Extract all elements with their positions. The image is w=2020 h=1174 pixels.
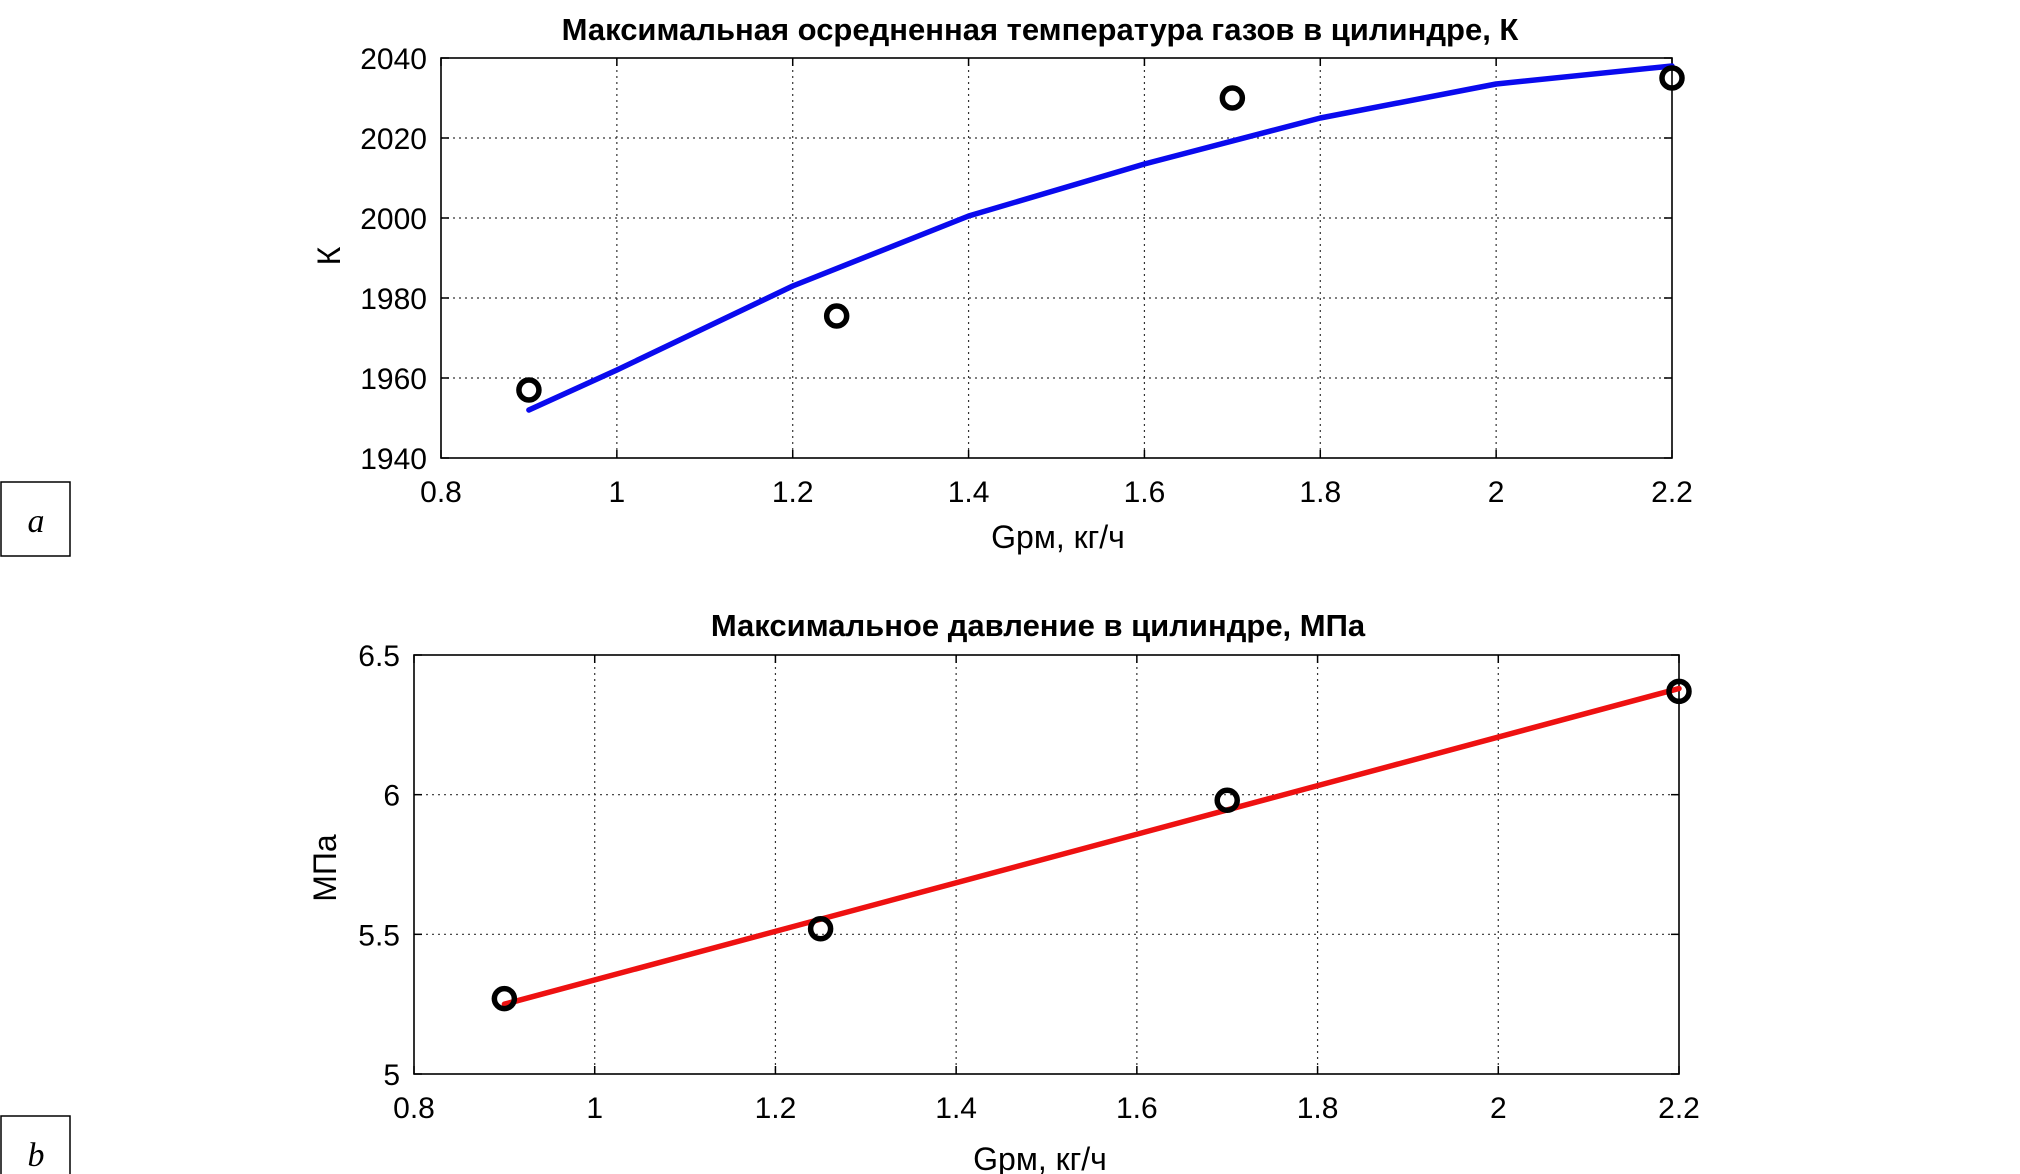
chart-b-x-tick-label: 1 [586, 1092, 603, 1125]
chart-a-x-tick-label: 0.8 [420, 476, 462, 509]
chart-a-x-tick-label: 1.2 [772, 476, 814, 509]
chart-a-xlabel: Gрм, кг/ч [991, 519, 1125, 555]
chart-b-x-tick-label: 2 [1490, 1092, 1507, 1125]
panel-b-label-box [0, 1115, 71, 1174]
chart-b-background [414, 655, 1679, 1074]
chart-a-data-point [1659, 65, 1685, 91]
chart-a-fit-line [526, 63, 1675, 413]
chart-a-ylabel: К [311, 246, 347, 265]
chart-b-data-point [1214, 787, 1240, 814]
chart-a-data-point [823, 303, 850, 329]
chart-b-x-tick-label: 1.4 [935, 1092, 977, 1125]
chart-b-ylabel: МПа [307, 834, 343, 902]
chart-b-x-tick-label: 0.8 [393, 1092, 435, 1125]
chart-a-y-tick-label: 1960 [360, 363, 427, 396]
chart-b-plot-area: 0.8 1 1.2 1.4 1.6 1.8 2 2.2 5 5.5 6 6.5 [358, 640, 1700, 1125]
chart-b-y-tick-label: 6.5 [358, 640, 400, 673]
chart-a-y-tick-label: 2040 [360, 43, 427, 76]
chart-a-y-tick-label: 1940 [360, 443, 427, 476]
panel-b-label: b [28, 1137, 45, 1174]
chart-a-x-tick-label: 1.4 [948, 476, 990, 509]
panel-a-label-box [0, 481, 71, 557]
chart-a-axes-box [440, 57, 1673, 459]
chart-a-x-tick-label: 2 [1488, 476, 1505, 509]
chart-b-data-point [1666, 678, 1692, 705]
chart-b-axes-box [413, 654, 1680, 1075]
chart-b-x-tick-label: 1.2 [755, 1092, 797, 1125]
chart-a-y-tick-label: 1980 [360, 283, 427, 316]
chart-a-x-tick-label: 1.8 [1299, 476, 1341, 509]
chart-a-title: Максимальная осредненная температура газ… [562, 12, 1519, 47]
chart-b-y-tick-label: 5.5 [358, 919, 400, 952]
chart-a-x-tick-label: 1.6 [1124, 476, 1166, 509]
chart-b-x-tick-label: 2.2 [1658, 1092, 1700, 1125]
panel-a-label: a [28, 503, 45, 540]
chart-b-x-tick-label: 1.6 [1116, 1092, 1158, 1125]
chart-a-plot-area: 0.8 1 1.2 1.4 1.6 1.8 2 2.2 1940 1960 1980 2000 2020… [360, 43, 1693, 509]
chart-a-y-tick-label: 2020 [360, 123, 427, 156]
chart-a-data-point [1219, 85, 1246, 111]
chart-b-fit-line [501, 685, 1682, 1007]
chart-b-x-tick-label: 1.8 [1297, 1092, 1339, 1125]
chart-b-xlabel: Gрм, кг/ч [973, 1141, 1107, 1174]
chart-a-x-tick-label: 1 [609, 476, 626, 509]
chart-b-data-point [807, 915, 834, 942]
chart-a-data-point [516, 377, 542, 403]
chart-b-y-tick-label: 6 [383, 780, 400, 813]
chart-b-y-tick-label: 5 [383, 1059, 400, 1092]
chart-a-background [441, 58, 1672, 458]
chart-b: Максимальное давление в цилиндре, МПа Gр… [307, 608, 1700, 1174]
chart-b-title: Максимальное давление в цилиндре, МПа [711, 608, 1366, 643]
chart-b-data-point [491, 985, 518, 1012]
chart-a-x-tick-label: 2.2 [1651, 476, 1693, 509]
chart-a: Максимальная осредненная температура газ… [311, 12, 1693, 555]
chart-a-y-tick-label: 2000 [360, 203, 427, 236]
